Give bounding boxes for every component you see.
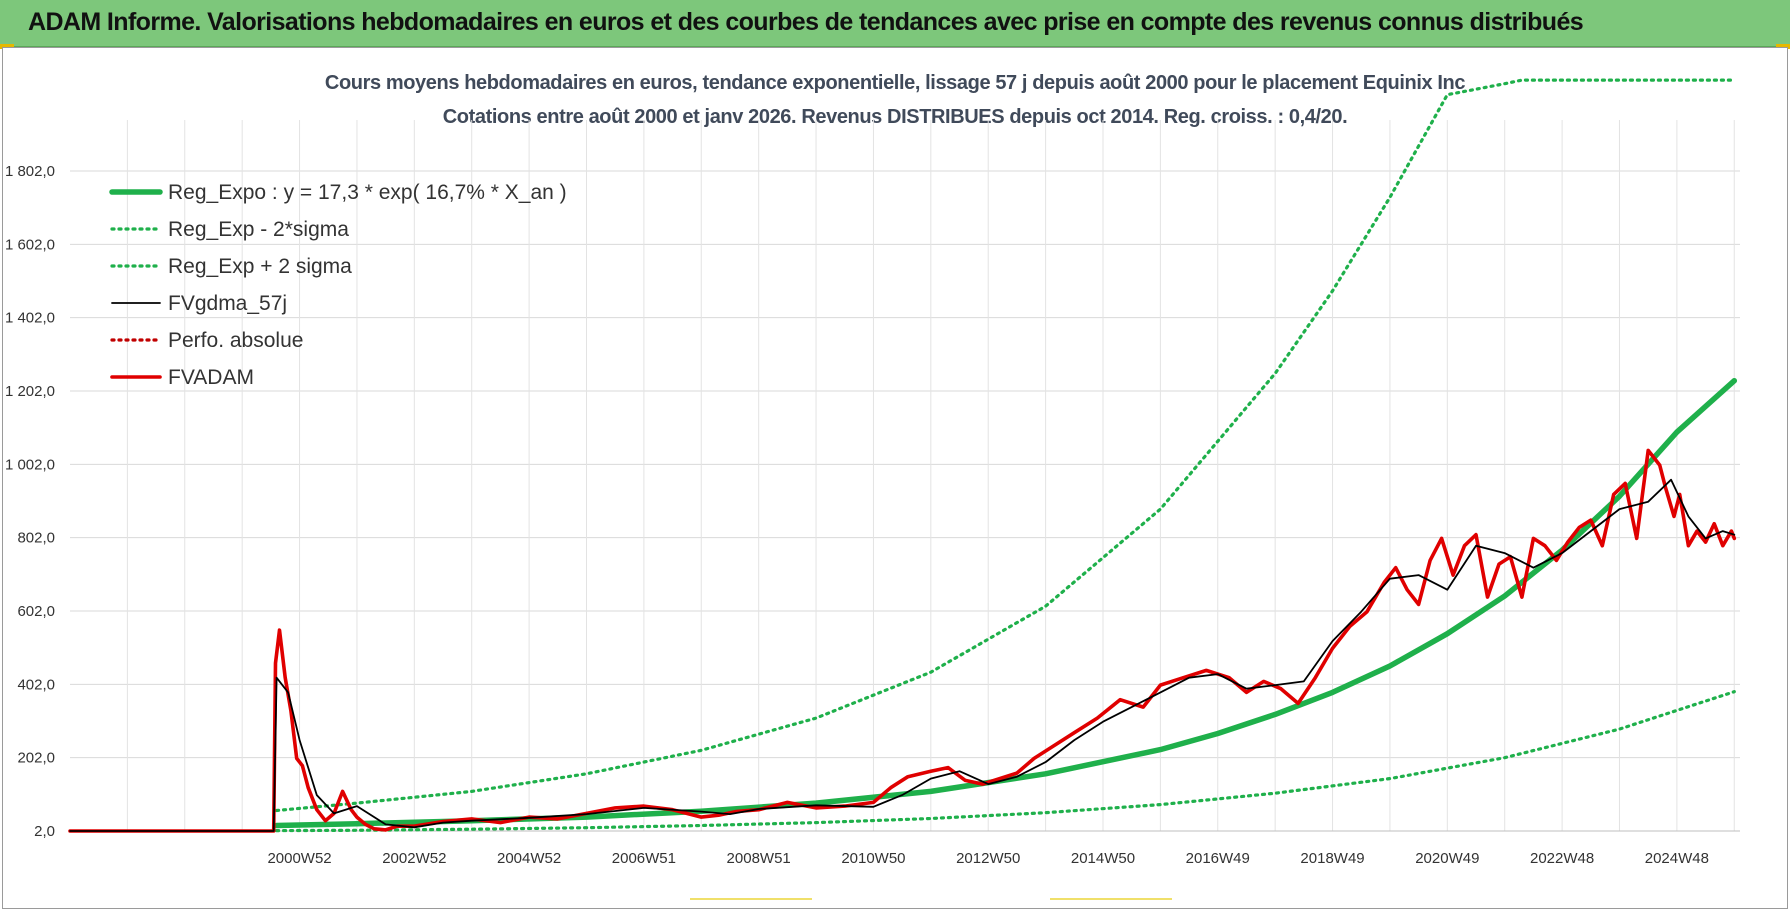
x-tick-label: 2000W52 <box>267 850 331 867</box>
x-tick-label: 2016W49 <box>1186 850 1250 867</box>
legend-label: Reg_Exp + 2 sigma <box>168 255 352 278</box>
x-tick-label: 2014W50 <box>1071 850 1135 867</box>
series-fvgdma-57j <box>69 478 1736 832</box>
chart-title: Cours moyens hebdomadaires en euros, ten… <box>324 72 1466 94</box>
x-tick-label: 2004W52 <box>497 850 561 867</box>
series-reg-expo-y-17-3-exp-16-7-x-an <box>273 377 1738 829</box>
x-tick-label: 2008W51 <box>727 850 791 867</box>
x-tick-label: 2012W50 <box>956 850 1020 867</box>
x-axis: 2000W52 2002W52 2004W52 2006W51 2008W51 2010W… <box>70 830 1740 867</box>
y-tick-label: 1 802,0 <box>5 163 55 180</box>
x-tick-label: 2024W48 <box>1645 850 1709 867</box>
legend-label: Reg_Exp - 2*sigma <box>168 218 349 241</box>
x-tick-label: 2006W51 <box>612 850 676 867</box>
x-tick-label: 2018W49 <box>1300 850 1364 867</box>
report-title: ADAM Informe. Valorisations hebdomadaire… <box>28 8 1584 36</box>
legend-label: FVADAM <box>168 366 254 389</box>
y-tick-label: 1 602,0 <box>5 236 55 253</box>
legend: Reg_Expo : y = 17,3 * exp( 16,7% * X_an … <box>109 181 567 389</box>
x-tick-label: 2022W48 <box>1530 850 1594 867</box>
legend-label: Reg_Expo : y = 17,3 * exp( 16,7% * X_an … <box>168 181 567 204</box>
bottom-mark-1 <box>690 898 812 900</box>
y-tick-label: 1 402,0 <box>5 310 55 327</box>
y-tick-label: 1 002,0 <box>5 456 55 473</box>
legend-label: Perfo. absolue <box>168 329 303 352</box>
y-tick-label: 2,0 <box>34 823 55 840</box>
series-reg-exp-2-sigma <box>275 78 1736 813</box>
legend-label: FVgdma_57j <box>168 292 287 315</box>
chart-subtitle: Cotations entre août 2000 et janv 2026. … <box>442 106 1348 128</box>
x-tick-label: 2010W50 <box>841 850 905 867</box>
report-banner: ADAM Informe. Valorisations hebdomadaire… <box>0 0 1790 47</box>
series-reg-exp-2-sigma <box>275 690 1736 833</box>
y-tick-label: 1 202,0 <box>5 383 55 400</box>
x-tick-label: 2020W49 <box>1415 850 1479 867</box>
y-tick-label: 202,0 <box>17 750 55 767</box>
plot-series <box>68 78 1738 833</box>
corner-mark-left <box>0 44 14 49</box>
corner-mark-right <box>1776 44 1790 49</box>
series-fvadam <box>68 448 1737 833</box>
x-tick-label: 2002W52 <box>382 850 446 867</box>
y-axis: 2,0 202,0 402,0 602,0 802,0 1 002,0 1 202,0 1 4… <box>5 163 55 840</box>
bottom-mark-2 <box>1050 898 1172 900</box>
gridlines <box>70 120 1740 832</box>
y-tick-label: 602,0 <box>17 603 55 620</box>
y-tick-label: 802,0 <box>17 530 55 547</box>
y-tick-label: 402,0 <box>17 676 55 693</box>
